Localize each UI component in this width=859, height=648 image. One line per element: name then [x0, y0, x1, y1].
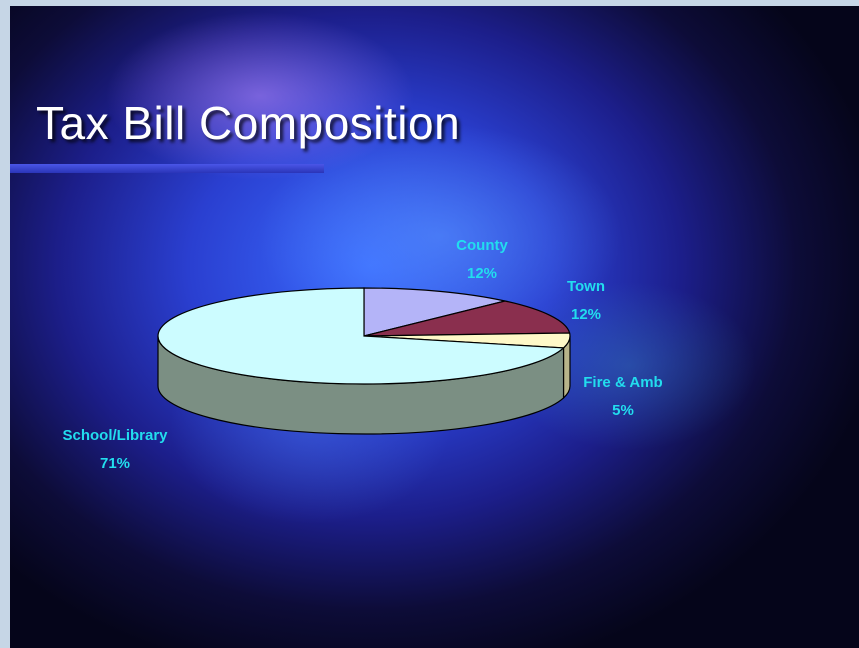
- slice-percent-fire-amb: 5%: [612, 402, 634, 419]
- slide-title: Tax Bill Composition: [36, 97, 461, 149]
- slice-label-county: County: [456, 237, 508, 254]
- slice-label-town: Town: [567, 278, 605, 295]
- slice-label-fire-amb: Fire & Amb: [583, 374, 662, 391]
- slide: Tax Bill Composition County 12% Town 12% Fir…: [10, 6, 859, 648]
- slice-label-school-library: School/Library: [62, 427, 168, 444]
- pie-tops: [157, 287, 571, 385]
- pie-chart: County 12% Town 12% Fire & Amb 5% School/Libra…: [62, 237, 662, 472]
- slice-percent-town: 12%: [571, 306, 601, 323]
- pie-slice-town: [363, 300, 571, 337]
- pie-slice-school-library: [157, 287, 565, 385]
- title-underline-bar: [10, 164, 324, 173]
- slice-percent-school-library: 71%: [100, 455, 130, 472]
- pie-labels: County 12% Town 12% Fire & Amb 5% School/Libra…: [62, 237, 662, 472]
- pie-slice-county: [363, 287, 506, 337]
- slice-percent-county: 12%: [467, 265, 497, 282]
